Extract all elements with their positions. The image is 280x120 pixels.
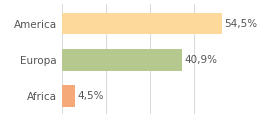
Text: 4,5%: 4,5% bbox=[77, 91, 104, 101]
Bar bbox=[62, 13, 222, 34]
Bar bbox=[62, 85, 75, 107]
Bar bbox=[62, 49, 182, 71]
Text: 40,9%: 40,9% bbox=[184, 55, 217, 65]
Text: 54,5%: 54,5% bbox=[224, 18, 257, 29]
